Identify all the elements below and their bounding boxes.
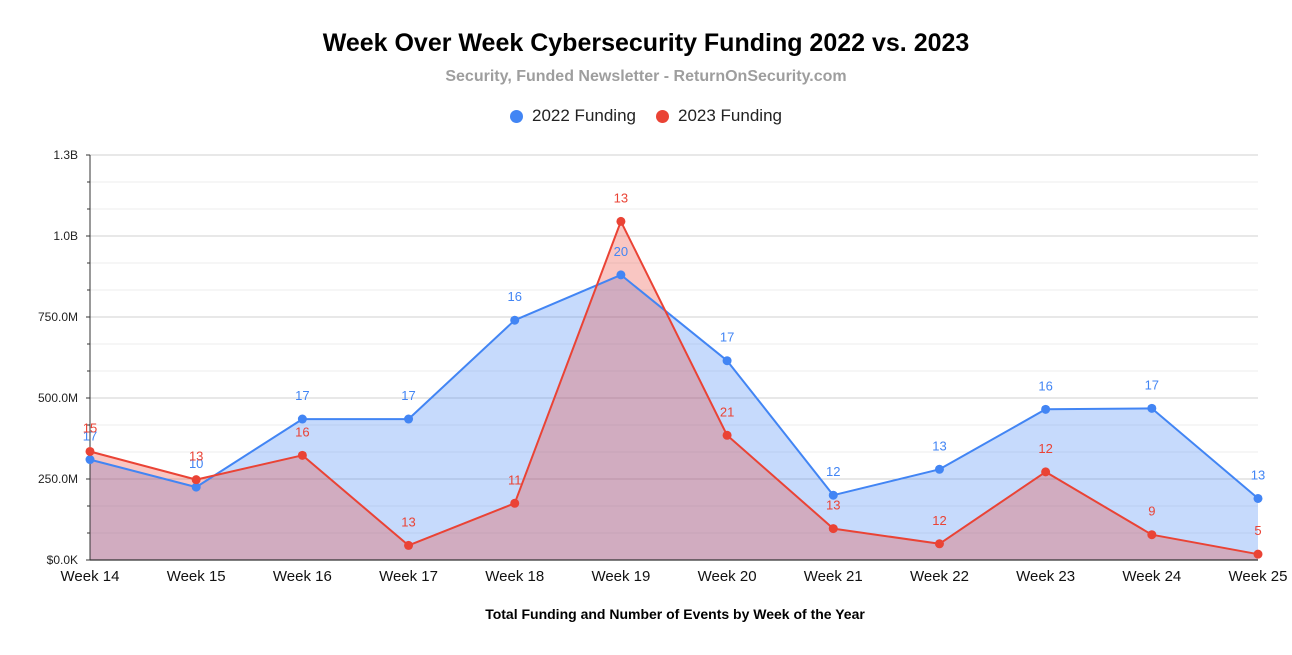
- data-label-2022: 16: [1038, 378, 1052, 393]
- data-labels: 17 10 17 17 16 20 17 12 13 16 17 13 15 13 16 13 11 13 21 13…: [83, 190, 1265, 538]
- legend-item-2022[interactable]: 2022 Funding: [510, 106, 636, 126]
- data-label-2023: 12: [932, 513, 946, 528]
- data-label-2022: 13: [1251, 467, 1265, 482]
- data-label-2022: 17: [83, 429, 97, 444]
- x-tick-label: Week 22: [910, 568, 969, 585]
- point-2022: [510, 315, 520, 325]
- legend: 2022 Funding 2023 Funding: [0, 106, 1292, 126]
- data-label-2023: 13: [189, 449, 203, 464]
- point-2023: [1147, 530, 1157, 540]
- data-label-2022: 16: [507, 289, 521, 304]
- x-tick-label: Week 15: [167, 568, 226, 585]
- chart-subtitle: Security, Funded Newsletter - ReturnOnSe…: [445, 68, 847, 85]
- point-2022: [1147, 403, 1157, 413]
- point-2022: [191, 482, 201, 492]
- x-tick-label: Week 17: [379, 568, 438, 585]
- data-label-2023: 13: [826, 498, 840, 513]
- data-label-2023: 13: [614, 190, 628, 205]
- legend-label-2023: 2023 Funding: [678, 106, 782, 125]
- data-label-2022: 20: [614, 244, 628, 259]
- x-tick-label: Week 19: [591, 568, 650, 585]
- point-2023: [616, 216, 626, 226]
- line-2023: [89, 220, 1259, 556]
- x-tick-label: Week 25: [1229, 568, 1288, 585]
- x-tick-label: Week 14: [61, 568, 120, 585]
- legend-label-2022: 2022 Funding: [532, 106, 636, 125]
- point-2022: [934, 464, 944, 474]
- data-label-2022: 13: [932, 438, 946, 453]
- y-tick-label: 1.0B: [53, 229, 78, 243]
- data-label-2022: 12: [826, 464, 840, 479]
- point-2022: [722, 356, 732, 366]
- point-2022: [828, 490, 838, 500]
- point-2023: [828, 524, 838, 534]
- legend-marker-2023: [656, 109, 669, 123]
- data-label-2022: 17: [720, 330, 734, 345]
- data-label-2022: 17: [401, 388, 415, 403]
- axes: $0.0K 250.0M 500.0M 750.0M 1.0B 1.3B Week 14 We…: [38, 148, 1288, 585]
- x-tick-label: Week 18: [485, 568, 544, 585]
- area-2022: [90, 274, 1258, 560]
- point-2023: [1041, 467, 1051, 477]
- point-2023: [297, 450, 307, 460]
- data-label-2023: 11: [508, 472, 522, 487]
- data-label-2022: 10: [189, 456, 203, 471]
- x-tick-label: Week 21: [804, 568, 863, 585]
- x-tick-label: Week 23: [1016, 568, 1075, 585]
- y-tick-label: 750.0M: [38, 310, 78, 324]
- series-points: [85, 216, 1263, 559]
- y-tick-label: 250.0M: [38, 472, 78, 486]
- data-label-2023: 5: [1254, 523, 1261, 538]
- area-2023: [90, 221, 1258, 560]
- y-tick-label: 1.3B: [53, 148, 78, 162]
- data-label-2022: 17: [295, 388, 309, 403]
- point-2023: [404, 540, 414, 550]
- data-label-2022: 17: [1145, 377, 1159, 392]
- point-2023: [1253, 549, 1263, 559]
- x-tick-label: Week 24: [1122, 568, 1181, 585]
- point-2023: [510, 498, 520, 508]
- point-2022: [297, 414, 307, 424]
- point-2023: [191, 475, 201, 485]
- point-2023: [722, 430, 732, 440]
- data-label-2023: 9: [1148, 504, 1155, 519]
- data-label-2023: 16: [295, 424, 309, 439]
- legend-item-2023[interactable]: 2023 Funding: [656, 106, 782, 126]
- data-label-2023: 21: [720, 404, 734, 419]
- point-2022: [616, 270, 626, 280]
- point-2022: [1041, 404, 1051, 414]
- data-label-2023: 15: [83, 420, 97, 435]
- point-2022: [404, 414, 414, 424]
- x-tick-label: Week 16: [273, 568, 332, 585]
- x-axis-caption: Total Funding and Number of Events by We…: [485, 606, 865, 622]
- line-2022: [89, 273, 1259, 500]
- point-2023: [934, 539, 944, 549]
- chart-title: Week Over Week Cybersecurity Funding 202…: [322, 29, 970, 57]
- data-label-2023: 12: [1038, 441, 1052, 456]
- point-2023: [85, 446, 95, 456]
- grid-lines: [90, 154, 1258, 534]
- point-2022: [85, 455, 95, 465]
- x-tick-label: Week 20: [698, 568, 757, 585]
- series-lines: [89, 220, 1259, 556]
- series-areas: [90, 221, 1258, 560]
- legend-marker-2022: [510, 109, 524, 123]
- point-2022: [1253, 493, 1263, 503]
- y-tick-label: 500.0M: [38, 391, 78, 405]
- data-label-2023: 13: [401, 514, 415, 529]
- y-tick-label: $0.0K: [47, 553, 78, 567]
